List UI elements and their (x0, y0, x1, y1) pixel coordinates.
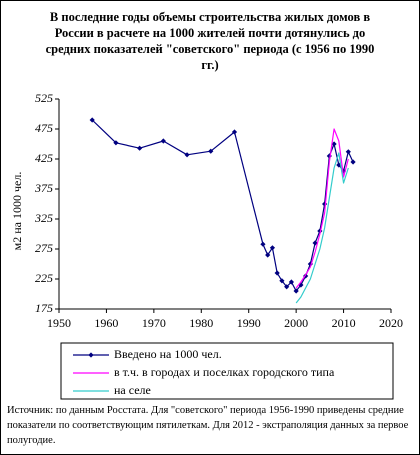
data-point (113, 140, 119, 146)
series-line (295, 128, 349, 289)
data-point (279, 278, 285, 284)
y-tick-label: 425 (35, 151, 53, 165)
data-point (317, 228, 323, 234)
data-point (322, 201, 328, 207)
data-point (260, 241, 266, 247)
data-point (293, 288, 299, 294)
data-point (231, 129, 238, 135)
x-tick-label: 2020 (379, 316, 403, 330)
legend-box (60, 342, 394, 400)
data-point (331, 141, 337, 147)
data-point (137, 145, 143, 151)
y-tick-label: 375 (34, 181, 53, 195)
x-tick-label: 1980 (189, 316, 213, 330)
y-tick-label: 475 (35, 121, 53, 135)
data-point (274, 270, 280, 276)
y-tick-label: 275 (35, 241, 53, 255)
legend-label: в т.ч. в городах и поселках городского т… (114, 365, 335, 379)
data-point (326, 153, 332, 159)
data-point (284, 284, 290, 290)
data-point (345, 149, 351, 155)
data-point (269, 245, 276, 251)
y-tick-label: 175 (35, 301, 53, 315)
x-tick-label: 1990 (237, 316, 261, 330)
legend-label: на селе (114, 383, 151, 397)
y-tick-label: 325 (34, 211, 53, 225)
y-tick-label: 225 (35, 271, 53, 285)
x-tick-label: 2000 (284, 316, 308, 330)
x-tick-label: 2010 (332, 316, 356, 330)
data-point (265, 252, 271, 258)
data-point (312, 240, 318, 246)
data-point (89, 117, 95, 123)
source-note: Источник: по данным Росстата. Для "совет… (7, 405, 409, 446)
y-axis-label: м2 на 1000 чел. (10, 172, 24, 251)
legend-label: Введено на 1000 чел. (114, 347, 222, 361)
x-tick-label: 1950 (47, 316, 71, 330)
data-point (160, 138, 166, 144)
legend-marker (88, 352, 94, 358)
x-tick-label: 1970 (142, 316, 166, 330)
series-line (295, 152, 349, 304)
series-line (91, 119, 354, 292)
data-point (208, 148, 214, 154)
data-point (288, 279, 294, 285)
chart-title: В последние годы объемы строительства жи… (45, 10, 375, 72)
x-tick-label: 1960 (94, 316, 118, 330)
y-tick-label: 525 (35, 91, 53, 105)
data-point (184, 152, 190, 158)
data-point (350, 159, 356, 165)
